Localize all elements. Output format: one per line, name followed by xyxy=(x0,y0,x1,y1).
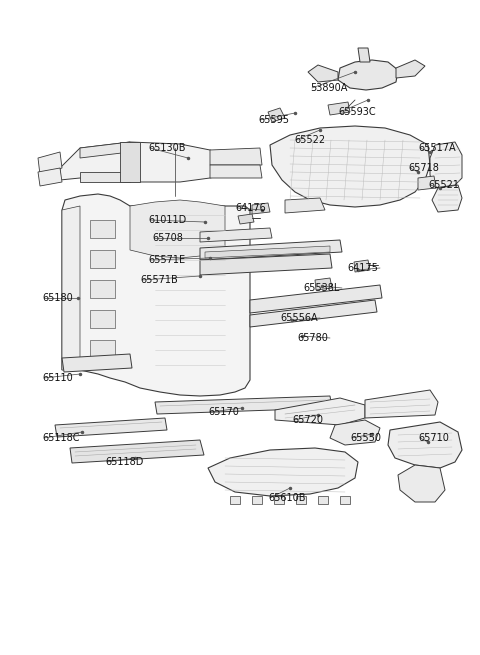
Polygon shape xyxy=(62,194,250,396)
Polygon shape xyxy=(208,448,358,496)
Polygon shape xyxy=(308,65,338,82)
Text: 65595: 65595 xyxy=(258,115,289,125)
Polygon shape xyxy=(354,260,370,272)
Text: 61011D: 61011D xyxy=(148,215,186,225)
Text: 65610B: 65610B xyxy=(268,493,305,503)
Text: 65538L: 65538L xyxy=(304,283,340,293)
Polygon shape xyxy=(60,142,235,182)
Polygon shape xyxy=(38,168,62,186)
Polygon shape xyxy=(430,142,462,188)
Polygon shape xyxy=(270,126,430,207)
Polygon shape xyxy=(340,496,350,504)
Text: 65710: 65710 xyxy=(418,433,449,443)
Polygon shape xyxy=(338,60,398,90)
Text: 65720: 65720 xyxy=(292,415,323,425)
Text: 65718: 65718 xyxy=(408,163,439,173)
Polygon shape xyxy=(205,246,330,258)
Polygon shape xyxy=(80,172,130,182)
Polygon shape xyxy=(315,278,332,290)
Text: 65118D: 65118D xyxy=(105,457,144,467)
Polygon shape xyxy=(210,148,262,165)
Text: 65708: 65708 xyxy=(152,233,183,243)
Text: 65180: 65180 xyxy=(42,293,73,303)
Polygon shape xyxy=(252,496,262,504)
Text: 65556A: 65556A xyxy=(280,313,318,323)
Polygon shape xyxy=(318,496,328,504)
Polygon shape xyxy=(90,250,115,268)
Polygon shape xyxy=(62,354,132,372)
Text: 65780: 65780 xyxy=(297,333,328,343)
Polygon shape xyxy=(90,310,115,328)
Text: 64175: 64175 xyxy=(347,263,378,273)
Polygon shape xyxy=(275,398,365,425)
Polygon shape xyxy=(418,176,436,190)
Polygon shape xyxy=(268,108,285,122)
Polygon shape xyxy=(155,396,332,414)
Polygon shape xyxy=(358,48,370,62)
Polygon shape xyxy=(328,102,350,115)
Polygon shape xyxy=(238,214,254,224)
Polygon shape xyxy=(285,198,325,213)
Text: 65571B: 65571B xyxy=(140,275,178,285)
Polygon shape xyxy=(90,280,115,298)
Polygon shape xyxy=(80,142,130,158)
Text: 65110: 65110 xyxy=(42,373,73,383)
Polygon shape xyxy=(70,440,204,463)
Polygon shape xyxy=(38,152,62,175)
Polygon shape xyxy=(250,285,382,313)
Polygon shape xyxy=(230,496,240,504)
Polygon shape xyxy=(200,228,272,242)
Polygon shape xyxy=(396,60,425,78)
Polygon shape xyxy=(130,200,225,258)
Polygon shape xyxy=(432,185,462,212)
Text: 65522: 65522 xyxy=(294,135,325,145)
Polygon shape xyxy=(90,340,115,358)
Polygon shape xyxy=(388,422,462,468)
Polygon shape xyxy=(365,390,438,418)
Text: 64176: 64176 xyxy=(235,203,266,213)
Text: 65517A: 65517A xyxy=(418,143,456,153)
Text: 65130B: 65130B xyxy=(148,143,185,153)
Text: 65593C: 65593C xyxy=(338,107,376,117)
Polygon shape xyxy=(250,300,377,327)
Polygon shape xyxy=(398,465,445,502)
Polygon shape xyxy=(55,418,167,437)
Polygon shape xyxy=(120,142,140,182)
Polygon shape xyxy=(210,165,262,178)
Polygon shape xyxy=(200,254,332,275)
Text: 65550: 65550 xyxy=(350,433,381,443)
Text: 53890A: 53890A xyxy=(310,83,348,93)
Polygon shape xyxy=(274,496,284,504)
Polygon shape xyxy=(90,220,115,238)
Text: 65571E: 65571E xyxy=(148,255,185,265)
Polygon shape xyxy=(330,420,380,445)
Polygon shape xyxy=(296,496,306,504)
Polygon shape xyxy=(252,203,270,214)
Text: 65521: 65521 xyxy=(428,180,459,190)
Text: 65118C: 65118C xyxy=(42,433,80,443)
Text: 65170: 65170 xyxy=(208,407,239,417)
Polygon shape xyxy=(62,206,80,370)
Polygon shape xyxy=(200,240,342,260)
